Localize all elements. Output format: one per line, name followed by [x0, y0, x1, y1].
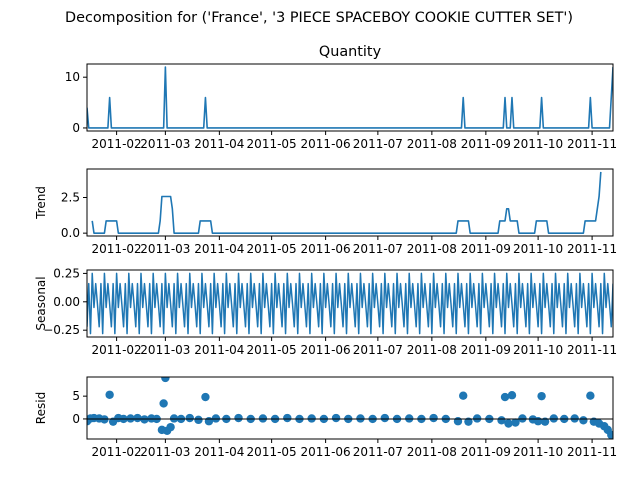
- y-tick-label: 5: [72, 389, 80, 403]
- trend-data: [91, 171, 602, 234]
- x-tick-label: 2011-09: [461, 242, 511, 256]
- y-tick-label: −0.25: [43, 323, 80, 337]
- x-tick-label: 2011-08: [407, 343, 457, 357]
- resid-y-axis-label: Resid: [34, 392, 48, 424]
- y-tick-label: 10: [65, 70, 80, 84]
- x-tick-label: 2011-08: [407, 242, 457, 256]
- x-tick-label: 2011-02: [92, 137, 142, 151]
- x-tick-label: 2011-11: [567, 242, 617, 256]
- x-tick-label: 2011-04: [194, 242, 244, 256]
- trend-y-axis-label: Trend: [34, 186, 48, 220]
- resid-point: [586, 391, 595, 400]
- resid-point: [429, 413, 438, 423]
- resid-point: [608, 433, 613, 439]
- x-tick-label: 2011-10: [513, 343, 563, 357]
- seasonal-data: [87, 272, 613, 335]
- x-tick-label: 2011-10: [513, 137, 563, 151]
- x-tick-label: 2011-04: [194, 445, 244, 459]
- x-tick-label: 2011-04: [194, 343, 244, 357]
- x-tick-label: 2011-07: [353, 445, 403, 459]
- x-tick-label: 2011-03: [140, 242, 190, 256]
- x-tick-label: 2011-09: [461, 137, 511, 151]
- resid-point: [185, 413, 194, 423]
- trend-series-line: [91, 171, 602, 234]
- resid-point: [133, 413, 142, 423]
- x-tick-label: 2011-02: [92, 343, 142, 357]
- seasonal-series-line: [87, 272, 613, 335]
- x-tick-label: 2011-11: [567, 343, 617, 357]
- resid-point: [201, 392, 210, 402]
- y-tick-label: 0.0: [61, 226, 80, 240]
- x-tick-label: 2011-03: [140, 137, 190, 151]
- x-tick-label: 2011-06: [301, 343, 351, 357]
- x-tick-label: 2011-02: [92, 445, 142, 459]
- seasonal-axes-frame: [86, 269, 614, 338]
- x-tick-label: 2011-05: [247, 445, 297, 459]
- x-tick-label: 2011-10: [513, 242, 563, 256]
- resid-point: [459, 391, 468, 400]
- observed-series-line: [87, 66, 613, 129]
- seasonal-y-axis-label: Seasonal: [34, 276, 48, 330]
- x-tick-label: 2011-08: [407, 445, 457, 459]
- observed-data: [87, 66, 613, 129]
- x-tick-label: 2011-03: [140, 445, 190, 459]
- observed-panel-title: Quantity: [319, 44, 382, 60]
- resid-point: [161, 377, 170, 383]
- x-tick-label: 2011-07: [353, 137, 403, 151]
- resid-point: [497, 416, 506, 425]
- resid-point: [507, 391, 517, 400]
- resid-point: [283, 413, 292, 423]
- resid-point: [159, 399, 168, 408]
- trend-axes-frame: [86, 168, 614, 237]
- resid-point: [579, 416, 588, 425]
- x-tick-label: 2011-02: [92, 242, 142, 256]
- observed-axes-frame: [86, 63, 614, 132]
- x-tick-label: 2011-04: [194, 137, 244, 151]
- x-tick-label: 2011-09: [461, 445, 511, 459]
- resid-point: [464, 417, 473, 426]
- x-tick-label: 2011-07: [353, 242, 403, 256]
- resid-point: [331, 413, 341, 423]
- x-tick-label: 2011-05: [247, 137, 297, 151]
- x-tick-label: 2011-05: [247, 343, 297, 357]
- x-tick-label: 2011-06: [301, 445, 351, 459]
- x-tick-label: 2011-06: [301, 242, 351, 256]
- resid-axes-frame: [86, 376, 614, 440]
- resid-point: [540, 417, 550, 426]
- x-tick-label: 2011-05: [247, 242, 297, 256]
- x-tick-label: 2011-11: [567, 445, 617, 459]
- y-tick-label: 0: [72, 121, 80, 135]
- resid-point: [504, 419, 513, 428]
- resid-point: [500, 392, 510, 402]
- resid-point: [380, 413, 390, 423]
- y-tick-label: 0.00: [53, 295, 80, 309]
- resid-point: [234, 413, 243, 423]
- resid-point: [105, 390, 114, 399]
- x-tick-label: 2011-11: [567, 137, 617, 151]
- x-tick-label: 2011-06: [301, 137, 351, 151]
- y-tick-label: 2.5: [61, 191, 80, 205]
- x-tick-label: 2011-10: [513, 445, 563, 459]
- y-tick-label: 0.25: [53, 266, 80, 280]
- x-tick-label: 2011-08: [407, 137, 457, 151]
- x-tick-label: 2011-07: [353, 343, 403, 357]
- x-tick-label: 2011-03: [140, 343, 190, 357]
- y-tick-label: 0: [72, 412, 80, 426]
- resid-point: [453, 417, 463, 426]
- x-tick-label: 2011-09: [461, 343, 511, 357]
- resid-point: [537, 391, 546, 401]
- resid-point: [166, 422, 175, 432]
- resid-point: [511, 418, 520, 427]
- figure-title: Decomposition for ('France', '3 PIECE SP…: [65, 10, 573, 26]
- resid-point: [194, 415, 203, 425]
